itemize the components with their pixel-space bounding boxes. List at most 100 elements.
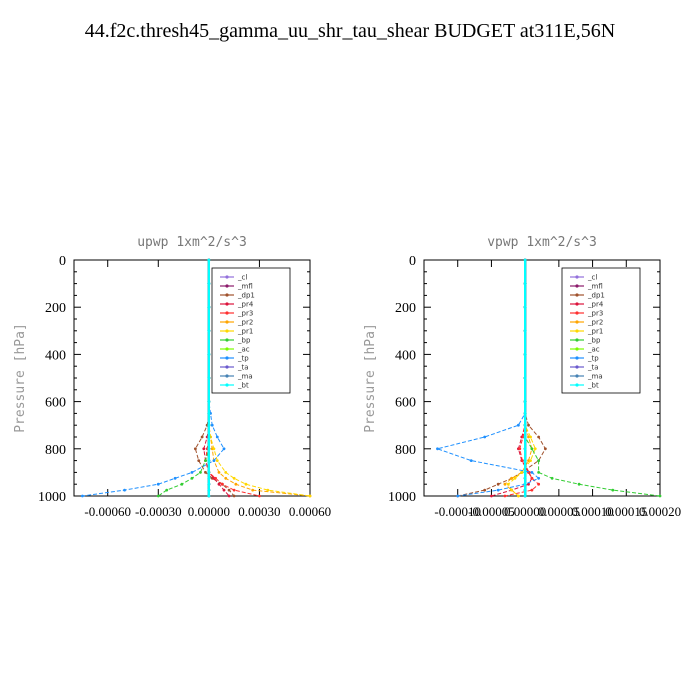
data-point xyxy=(510,476,514,480)
legend-label: _dp1 xyxy=(587,292,605,300)
data-point xyxy=(227,488,231,492)
data-point xyxy=(658,494,662,498)
data-point xyxy=(207,447,211,451)
data-point xyxy=(227,494,231,498)
data-point xyxy=(212,447,216,451)
data-point xyxy=(232,476,236,480)
x-tick-label: 0.00005 xyxy=(538,504,580,519)
data-point xyxy=(529,435,532,439)
legend-label: _pr3 xyxy=(587,310,603,318)
legend-marker xyxy=(575,347,579,351)
data-point xyxy=(529,459,532,462)
legend-marker xyxy=(225,275,229,279)
data-point xyxy=(207,412,211,415)
series-line-bp xyxy=(158,260,210,497)
legend-marker xyxy=(575,374,579,378)
legend-label: _ac xyxy=(587,346,600,354)
y-tick-label: 400 xyxy=(45,348,66,363)
x-tick-label: 0.00030 xyxy=(238,504,280,519)
legend-label: _tp xyxy=(587,355,599,363)
legend-label: _pr1 xyxy=(237,328,253,336)
data-point xyxy=(523,488,527,492)
data-point xyxy=(517,423,520,427)
data-point xyxy=(537,476,541,480)
y-tick-label: 0 xyxy=(409,254,416,269)
data-point xyxy=(165,488,169,492)
data-point xyxy=(234,482,238,486)
data-point xyxy=(527,459,530,462)
data-point xyxy=(496,482,500,486)
data-point xyxy=(537,482,541,486)
y-tick-label: 400 xyxy=(395,348,416,363)
data-point xyxy=(190,476,194,480)
y-tick-label: 600 xyxy=(45,396,66,411)
data-point xyxy=(202,447,206,451)
data-point xyxy=(523,258,527,262)
data-point xyxy=(207,482,211,486)
data-point xyxy=(523,471,527,474)
x-tick-label: 0.00015 xyxy=(605,504,647,519)
data-point xyxy=(490,494,493,498)
x-tick-label: -0.00010 xyxy=(434,504,481,519)
legend-label: _mfl xyxy=(237,283,253,291)
legend-marker xyxy=(225,302,229,306)
legend-marker xyxy=(225,320,229,324)
x-tick-label: 0.00000 xyxy=(188,504,230,519)
data-point xyxy=(518,447,522,451)
data-point xyxy=(523,353,527,356)
data-point xyxy=(224,476,228,480)
y-tick-label: 800 xyxy=(45,443,66,458)
data-point xyxy=(483,435,487,439)
data-point xyxy=(483,488,487,492)
data-point xyxy=(210,423,214,427)
legend-marker xyxy=(225,311,229,315)
legend-marker xyxy=(225,329,229,333)
y-tick-label: 200 xyxy=(395,301,416,316)
data-point xyxy=(523,412,527,415)
data-point xyxy=(215,435,219,439)
legend-marker xyxy=(225,383,229,387)
panel-title: vpwp 1xm^2/s^3 xyxy=(487,235,597,250)
data-point xyxy=(503,482,507,486)
data-point xyxy=(215,459,219,462)
legend-label: _bp xyxy=(587,337,601,345)
legend-label: _mfl xyxy=(587,283,603,291)
data-point xyxy=(156,482,160,486)
data-point xyxy=(530,471,534,474)
legend-label: _ta xyxy=(237,364,249,372)
data-point xyxy=(523,447,527,451)
x-tick-label: -0.00005 xyxy=(468,504,515,519)
legend-label: _pr4 xyxy=(237,301,254,309)
data-point xyxy=(527,423,530,427)
data-point xyxy=(496,488,500,492)
data-point xyxy=(207,423,211,427)
legend-marker xyxy=(575,284,579,288)
legend-marker xyxy=(575,383,579,387)
data-point xyxy=(207,258,211,262)
legend-marker xyxy=(575,338,579,342)
legend-marker xyxy=(225,374,229,378)
y-tick-label: 0 xyxy=(59,254,66,269)
data-point xyxy=(523,423,527,427)
legend-marker xyxy=(225,347,229,351)
data-point xyxy=(207,459,211,462)
legend-marker xyxy=(575,365,579,369)
data-point xyxy=(212,459,216,462)
legend-label: _pr4 xyxy=(587,301,604,309)
x-tick-label: -0.00030 xyxy=(135,504,182,519)
data-point xyxy=(436,447,439,451)
data-point xyxy=(200,435,204,439)
data-point xyxy=(611,488,615,492)
x-tick-label: 0.00010 xyxy=(571,504,613,519)
data-point xyxy=(523,494,527,498)
data-point xyxy=(503,494,507,498)
data-point xyxy=(537,459,541,462)
data-point xyxy=(523,329,527,333)
data-point xyxy=(214,476,218,480)
data-point xyxy=(266,488,270,492)
data-point xyxy=(251,488,255,492)
data-point xyxy=(456,494,460,498)
y-axis-label: Pressure [hPa] xyxy=(363,323,378,433)
legend-label: _tp xyxy=(237,355,249,363)
